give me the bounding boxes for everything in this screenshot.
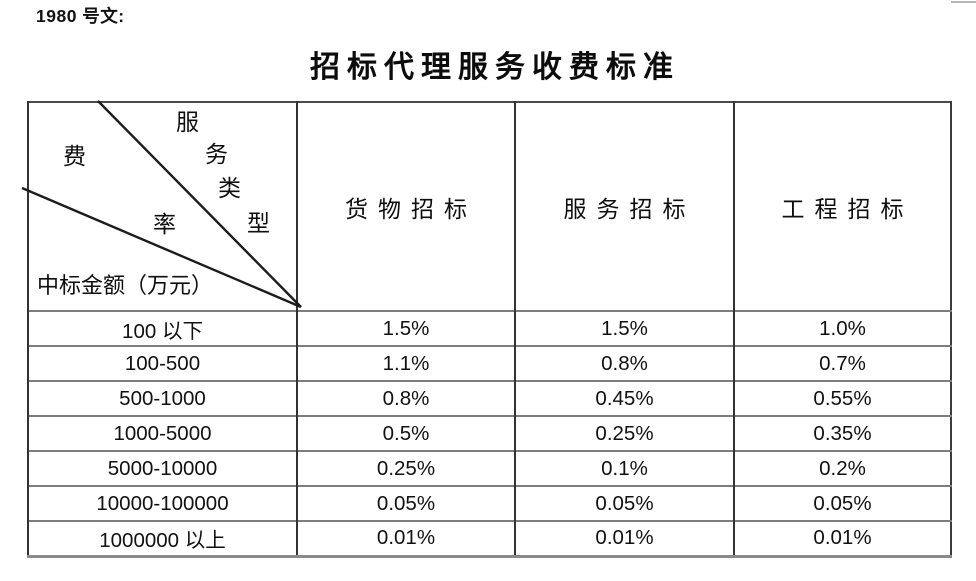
column-header-works: 工程招标 [733,102,951,311]
page-title: 招标代理服务收费标准 [310,51,680,84]
range-cell: 5000-10000 [27,450,297,486]
corner-type-char: 务 [205,142,228,167]
works-rate-cell: 0.05% [733,485,951,521]
fee-standard-table: 服 务 类 型 费 率 中标金额（万元） 货物招标 服务招标 工程招标 100 … [21,100,952,558]
doc-number-label: 1980 号文: [36,6,125,26]
table-row: 100-500 1.1% 0.8% 0.7% [27,345,951,381]
goods-rate-cell: 1.1% [296,345,515,381]
column-header-goods: 货物招标 [296,102,515,311]
goods-rate-cell: 1.5% [296,310,515,346]
corner-rate-char: 率 [153,212,176,237]
range-cell: 100-500 [27,345,297,381]
table-corner-cell: 服 务 类 型 费 率 中标金额（万元） [21,100,302,311]
works-rate-cell: 1.0% [733,310,951,346]
works-rate-cell: 0.7% [733,345,951,381]
works-rate-cell: 0.01% [733,520,951,556]
table-row: 5000-10000 0.25% 0.1% 0.2% [27,450,951,486]
table-row: 500-1000 0.8% 0.45% 0.55% [27,380,951,416]
goods-rate-cell: 0.25% [296,450,515,486]
corner-amount-label: 中标金额（万元） [37,273,214,298]
services-rate-cell: 0.8% [514,345,734,381]
column-header-services: 服务招标 [514,102,734,311]
range-cell: 500-1000 [27,380,297,416]
fee-table: 服 务 类 型 费 率 中标金额（万元） 货物招标 服务招标 工程招标 100 … [21,100,952,558]
works-rate-cell: 0.55% [733,380,951,416]
table-row: 1000-5000 0.5% 0.25% 0.35% [27,415,951,451]
table-row: 1000000 以上 0.01% 0.01% 0.01% [27,520,951,556]
services-rate-cell: 0.1% [514,450,734,486]
services-rate-cell: 0.25% [514,415,734,451]
range-cell: 1000000 以上 [27,520,297,556]
table-row: 10000-100000 0.05% 0.05% 0.05% [27,485,951,521]
page-edge-artifact [951,1,976,3]
table-header-row: 服 务 类 型 费 率 中标金额（万元） 货物招标 服务招标 工程招标 [21,100,951,311]
table-row: 100 以下 1.5% 1.5% 1.0% [27,310,951,346]
corner-type-char: 型 [247,211,270,236]
corner-rate-char: 费 [63,144,86,169]
works-rate-cell: 0.35% [733,415,951,451]
range-cell: 10000-100000 [27,485,297,521]
corner-type-char: 服 [176,110,199,135]
goods-rate-cell: 0.05% [296,485,515,521]
corner-type-char: 类 [218,176,241,201]
goods-rate-cell: 0.01% [296,520,515,556]
services-rate-cell: 1.5% [514,310,734,346]
services-rate-cell: 0.45% [514,380,734,416]
services-rate-cell: 0.05% [514,485,734,521]
diagonal-divider-lines [21,100,302,309]
range-cell: 100 以下 [27,310,297,346]
range-cell: 1000-5000 [27,415,297,451]
services-rate-cell: 0.01% [514,520,734,556]
works-rate-cell: 0.2% [733,450,951,486]
goods-rate-cell: 0.5% [296,415,515,451]
goods-rate-cell: 0.8% [296,380,515,416]
